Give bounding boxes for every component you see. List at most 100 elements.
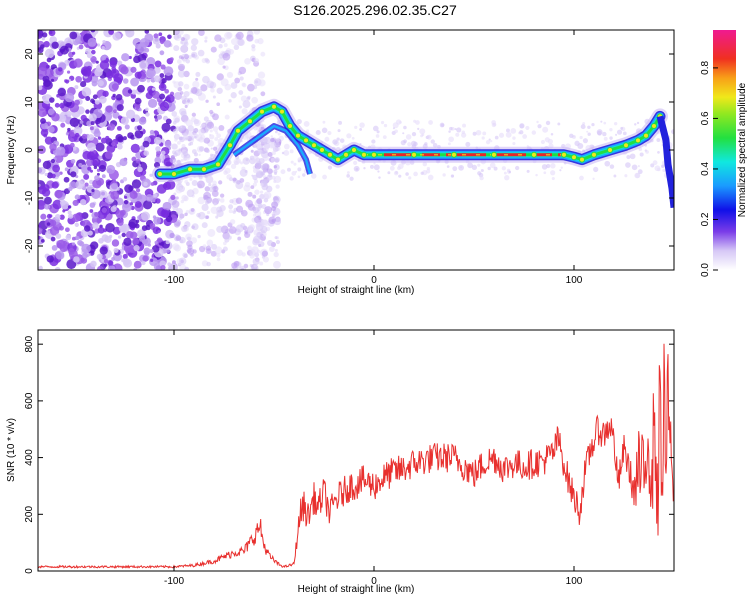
colorbar-ticks: 0.0 0.2 0.4 0.6 0.8 (700, 61, 718, 277)
noise-blob (657, 150, 660, 154)
noise-blob (293, 162, 297, 166)
noise-blob (134, 129, 144, 139)
noise-blob (228, 99, 232, 103)
noise-blob (54, 170, 61, 177)
noise-blob (176, 159, 181, 164)
noise-blob (375, 134, 380, 138)
ridge-bead (295, 132, 301, 139)
noise-blob (70, 171, 77, 178)
noise-blob (74, 99, 80, 106)
noise-blob (96, 253, 103, 260)
noise-blob (137, 215, 142, 220)
noise-blob (64, 227, 70, 233)
noise-blob (637, 164, 640, 168)
noise-blob (49, 97, 55, 103)
noise-blob (206, 210, 211, 215)
noise-blob (121, 232, 126, 238)
noise-blob (90, 30, 96, 33)
noise-blob (48, 214, 53, 218)
noise-blob (243, 184, 251, 192)
noise-blob (149, 222, 156, 229)
noise-blob (71, 242, 76, 246)
colorbar-tick-label-1: 0.2 (700, 212, 711, 226)
noise-blob (146, 79, 151, 83)
noise-blob (196, 212, 201, 218)
noise-blob (544, 137, 550, 143)
noise-blob (91, 189, 95, 193)
noise-blob (193, 152, 198, 157)
noise-blob (85, 109, 90, 114)
noise-blob (75, 180, 85, 190)
noise-blob (90, 98, 95, 104)
noise-blob (75, 175, 79, 179)
noise-blob (262, 193, 270, 200)
noise-blob (123, 237, 132, 247)
noise-blob (214, 246, 223, 255)
noise-blob (97, 136, 102, 140)
spectrogram-xtick-label-2: 100 (566, 275, 583, 286)
noise-blob (184, 104, 188, 109)
noise-blob (112, 93, 116, 98)
noise-blob (609, 136, 613, 140)
noise-blob (121, 258, 125, 263)
noise-blob (143, 200, 153, 210)
noise-blob (181, 225, 188, 233)
noise-blob (135, 43, 142, 50)
noise-blob (337, 129, 341, 133)
noise-blob (38, 67, 48, 77)
noise-blob (338, 120, 343, 125)
noise-blob (158, 83, 167, 91)
noise-blob (247, 83, 255, 92)
noise-blob (359, 122, 365, 128)
noise-blob (373, 162, 376, 165)
noise-blob (465, 141, 471, 147)
noise-blob (168, 263, 178, 270)
noise-blob (254, 80, 259, 84)
noise-blob (236, 249, 243, 256)
spectrogram-ytick-label-3: 10 (24, 96, 35, 108)
noise-blob (195, 77, 199, 81)
noise-blob (170, 194, 176, 201)
noise-blob (247, 30, 253, 35)
noise-blob (182, 58, 187, 63)
noise-blob (212, 146, 218, 151)
noise-blob (178, 257, 187, 265)
noise-blob (163, 40, 172, 48)
noise-blob (116, 125, 122, 131)
noise-blob (284, 143, 290, 150)
noise-blob (210, 88, 215, 93)
noise-blob (419, 128, 426, 135)
noise-blob (71, 236, 76, 241)
noise-blob (44, 48, 55, 59)
noise-blob (216, 257, 221, 262)
noise-blob (428, 120, 433, 125)
noise-blob (97, 226, 105, 234)
noise-blob (550, 132, 554, 136)
noise-blob (140, 211, 150, 221)
noise-blob (550, 163, 556, 169)
noise-blob (198, 153, 201, 157)
spectrogram-ytick-label-1: -10 (24, 190, 35, 205)
noise-blob (637, 169, 643, 175)
noise-blob (44, 136, 54, 145)
noise-blob (122, 176, 128, 182)
noise-blob (656, 138, 661, 142)
noise-blob (172, 120, 177, 125)
noise-blob (277, 132, 281, 136)
noise-blob (573, 135, 576, 138)
noise-blob (480, 169, 484, 173)
ridge-bead (287, 123, 293, 129)
noise-blob (205, 148, 210, 154)
noise-blob (171, 111, 178, 117)
noise-blob (41, 37, 45, 41)
noise-blob (88, 113, 97, 122)
noise-blob (111, 83, 119, 91)
noise-blob (90, 56, 97, 63)
noise-blob (536, 120, 539, 124)
noise-blob (315, 129, 321, 136)
noise-blob (161, 122, 171, 132)
noise-blob (216, 102, 221, 107)
noise-blob (230, 92, 237, 99)
noise-blob (252, 258, 260, 266)
noise-blob (98, 95, 107, 104)
